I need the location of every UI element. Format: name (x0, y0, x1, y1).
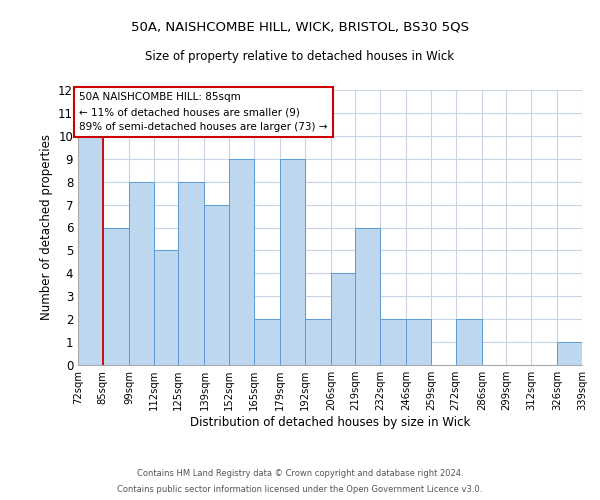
Bar (455, 319, 482, 365)
Bar (154, 250, 178, 365)
Bar (280, 159, 305, 365)
Bar (380, 319, 406, 365)
Bar (205, 204, 229, 365)
Bar (78, 136, 103, 365)
Bar (331, 274, 355, 365)
Text: 50A, NAISHCOMBE HILL, WICK, BRISTOL, BS30 5QS: 50A, NAISHCOMBE HILL, WICK, BRISTOL, BS3… (131, 20, 469, 33)
Bar (406, 319, 431, 365)
Bar (305, 319, 331, 365)
Bar (557, 342, 582, 365)
Bar (229, 159, 254, 365)
Text: Size of property relative to detached houses in Wick: Size of property relative to detached ho… (145, 50, 455, 63)
Bar (254, 319, 280, 365)
Text: Contains public sector information licensed under the Open Government Licence v3: Contains public sector information licen… (118, 484, 482, 494)
Y-axis label: Number of detached properties: Number of detached properties (40, 134, 53, 320)
Bar (103, 228, 129, 365)
X-axis label: Distribution of detached houses by size in Wick: Distribution of detached houses by size … (190, 416, 470, 429)
Text: 50A NAISHCOMBE HILL: 85sqm
← 11% of detached houses are smaller (9)
89% of semi-: 50A NAISHCOMBE HILL: 85sqm ← 11% of deta… (79, 92, 328, 132)
Bar (129, 182, 154, 365)
Bar (178, 182, 205, 365)
Bar (355, 228, 380, 365)
Text: Contains HM Land Registry data © Crown copyright and database right 2024.: Contains HM Land Registry data © Crown c… (137, 468, 463, 477)
